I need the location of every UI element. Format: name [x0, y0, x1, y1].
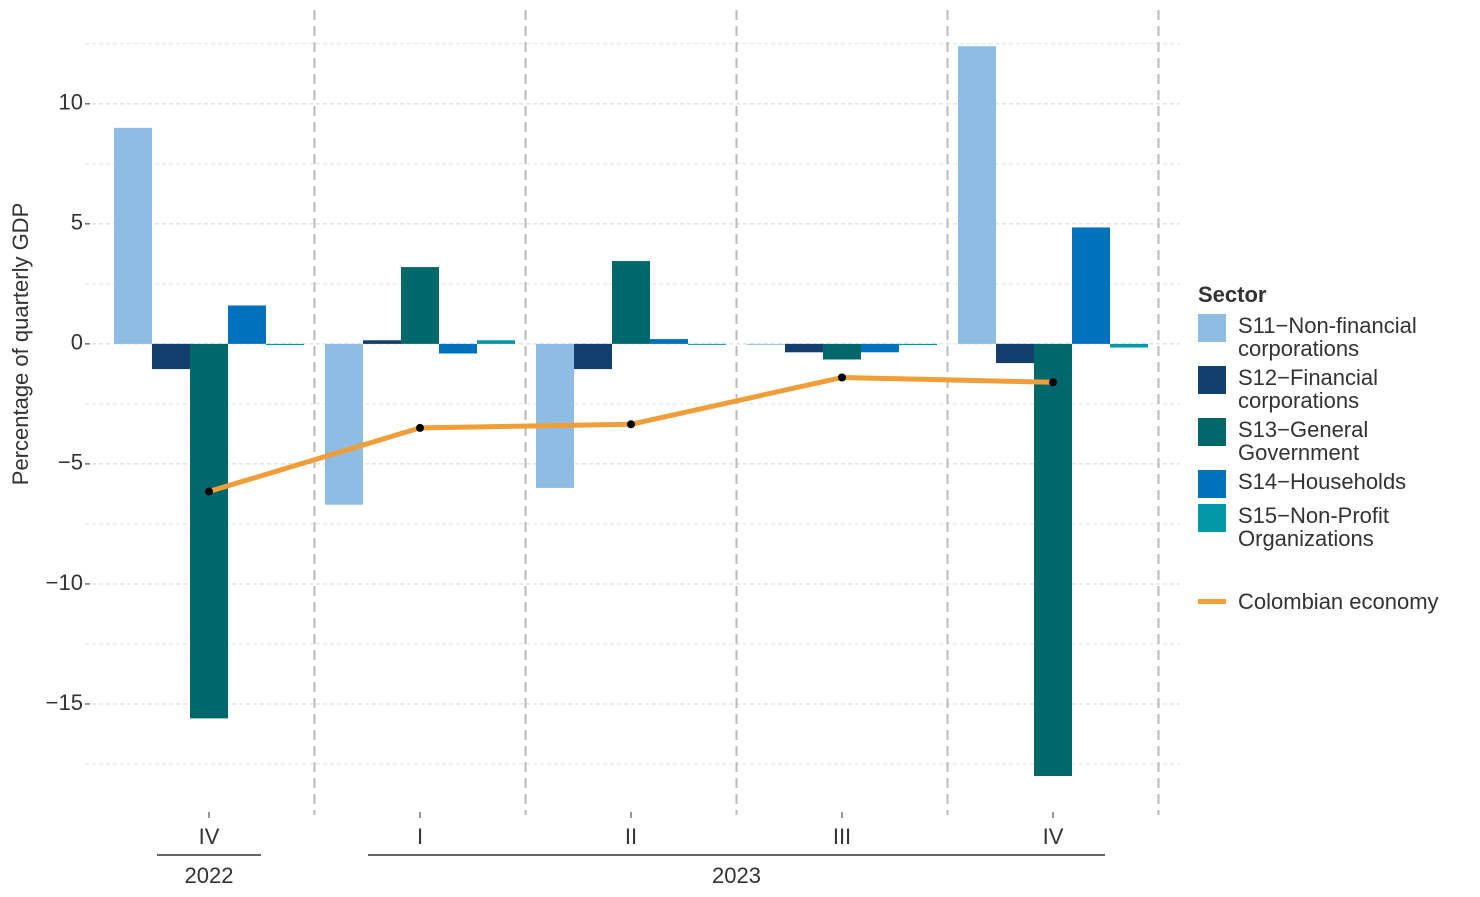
legend-label: S11−Non-financial corporations [1238, 313, 1417, 361]
bar [325, 343, 363, 505]
bar [996, 343, 1034, 364]
legend-item: S11−Non-financial corporations [1198, 314, 1478, 360]
legend-swatch [1198, 470, 1226, 498]
legend-item: S15−Non-Profit Organizations [1198, 504, 1478, 550]
bar [477, 340, 515, 344]
x-tick-label: I [417, 824, 423, 849]
legend-label: S15−Non-Profit Organizations [1238, 503, 1390, 551]
bar [747, 343, 785, 345]
legend-label: S13−General Government [1238, 417, 1369, 465]
x-tick-label: III [833, 824, 851, 849]
legend-swatch [1198, 314, 1226, 342]
bar [899, 343, 937, 346]
bar [958, 46, 996, 344]
y-tick-label: 5 [71, 210, 83, 235]
y-tick-label: −5 [58, 450, 83, 475]
line-point [838, 373, 846, 382]
y-tick-label: 0 [71, 330, 83, 355]
bar [823, 343, 861, 360]
x-tick-label: IV [1043, 824, 1064, 849]
line-point [205, 487, 213, 496]
legend-swatch [1198, 599, 1226, 604]
legend-swatch [1198, 504, 1226, 532]
legend-label: S12−Financial corporations [1238, 365, 1379, 413]
legend-item: S14−Households [1198, 470, 1478, 498]
bar [1072, 227, 1110, 344]
bar [1034, 343, 1072, 776]
line-point [416, 423, 424, 432]
bar [650, 339, 688, 344]
bar [861, 343, 899, 353]
legend: Sector S11−Non-financial corporations S12… [1198, 282, 1478, 619]
legend-item: S12−Financial corporations [1198, 366, 1478, 412]
bar [439, 343, 477, 354]
bar [785, 343, 823, 353]
legend-swatch [1198, 366, 1226, 394]
x-tick-label: IV [199, 824, 220, 849]
y-tick-label: −15 [46, 690, 83, 715]
bar [536, 343, 574, 488]
legend-item: Colombian economy [1198, 590, 1478, 613]
bar [401, 267, 439, 344]
bar [152, 343, 190, 370]
y-tick-label: 10 [59, 90, 83, 115]
x-tick-label: II [625, 824, 637, 849]
legend-label: S14−Households [1238, 469, 1407, 494]
legend-item: S13−General Government [1198, 418, 1478, 464]
legend-title: Sector [1198, 282, 1267, 307]
line-point [627, 420, 635, 429]
y-tick-label: −10 [46, 570, 83, 595]
bar [1110, 343, 1148, 348]
group-label: 2022 [185, 863, 234, 888]
bar [574, 343, 612, 370]
line-point [1049, 378, 1057, 387]
bar [688, 343, 726, 345]
bar [363, 340, 401, 344]
y-axis-label: Percentage of quarterly GDP [8, 203, 33, 485]
bar [612, 261, 650, 344]
legend-label: Colombian economy [1238, 589, 1439, 614]
bar [190, 343, 228, 719]
bar [114, 127, 152, 344]
legend-swatch [1198, 418, 1226, 446]
group-label: 2023 [712, 863, 761, 888]
bar [228, 305, 266, 344]
bar [266, 343, 304, 346]
